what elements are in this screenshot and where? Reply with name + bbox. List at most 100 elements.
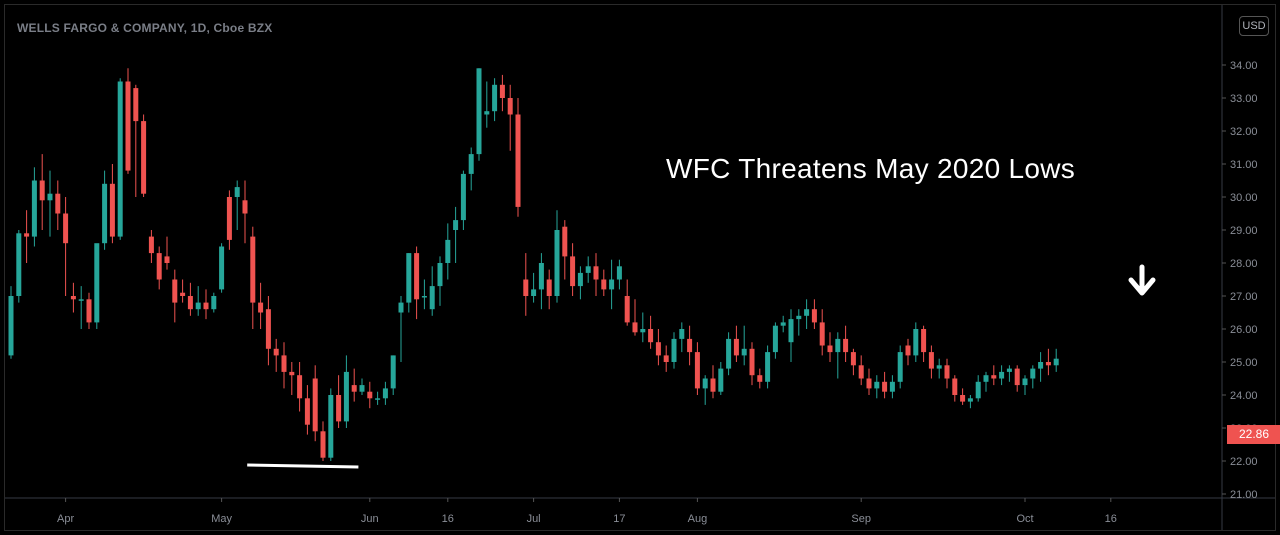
candle-body [765,352,771,382]
candle-body [414,253,420,300]
candle-body [476,68,482,155]
candle-body [538,263,544,290]
candle-body [94,243,100,323]
candle-body [655,342,661,356]
y-tick-label: 24.00 [1230,390,1258,402]
candle-body [983,375,989,382]
candle-body [492,84,498,112]
candle-body [195,302,201,310]
candle-body [375,398,381,400]
candle-body [1045,362,1051,366]
candle-body [889,381,895,392]
y-tick-label: 21.00 [1230,489,1258,501]
down-arrow-head [1128,277,1156,296]
headline-annotation: WFC Threatens May 2020 Lows [666,153,1076,184]
candle-body [546,279,552,296]
candle-body [258,302,264,313]
candle-body [804,309,810,316]
candle-body [125,81,131,171]
candle-body [710,378,716,392]
candle-body [796,315,802,320]
candle-body [936,365,942,369]
y-tick-label: 29.00 [1230,225,1258,237]
candle-body [148,236,154,254]
candle-body [133,88,139,122]
candle-body [999,371,1005,379]
candle-body [843,338,849,353]
candle-body [63,213,69,244]
candle-body [297,375,303,399]
candle-body [819,322,825,346]
candle-body [16,233,22,296]
candle-body [577,272,583,287]
candle-body [336,395,342,422]
candle-body [273,348,279,356]
candle-body [663,355,669,362]
candle-body [570,256,576,287]
y-tick-label: 34.00 [1230,60,1258,72]
candle-body [601,279,607,290]
candle-body [398,302,404,313]
candle-body [585,266,591,273]
candle-body [156,253,162,280]
candlestick-chart[interactable]: 21.0022.0023.0024.0025.0026.0027.0028.00… [5,5,1275,530]
candle-body [772,325,778,353]
candle-body [694,352,700,389]
y-tick-label: 33.00 [1230,93,1258,105]
candle-body [468,154,474,174]
candle-body [827,345,833,353]
candle-body [733,338,739,356]
last-price-label: 22.86 [1227,425,1280,444]
candle-body [390,355,396,389]
candle-body [679,329,685,339]
y-tick-label: 32.00 [1230,126,1258,138]
candle-body [897,352,903,382]
currency-badge[interactable]: USD [1239,16,1269,36]
candle-body [453,220,459,230]
candle-body [1006,368,1012,372]
candle-body [991,375,997,379]
y-tick-label: 22.00 [1230,456,1258,468]
candle-body [499,84,505,98]
candle-body [913,329,919,356]
candle-body [928,352,934,369]
candle-body [515,114,521,207]
candle-body [562,226,568,257]
candle-body [406,253,412,303]
y-tick-label: 28.00 [1230,258,1258,270]
candle-body [78,299,84,301]
candle-body [234,187,240,197]
x-tick-label: Oct [1016,513,1033,525]
candle-body [70,296,76,300]
candle-body [921,329,927,353]
candle-body [741,348,747,356]
candle-body [211,296,217,310]
x-tick-label: 17 [613,513,625,525]
candle-body [164,256,170,263]
candle-body [687,338,693,353]
candle-body [24,233,30,237]
candle-body [203,302,209,310]
y-tick-label: 31.00 [1230,159,1258,171]
candle-body [757,375,763,382]
candle-body [219,246,225,290]
candle-body [952,378,958,395]
candle-body [429,286,435,310]
candle-body [850,352,856,366]
candle-body [226,197,232,240]
symbol-title: WELLS FARGO & COMPANY, 1D, Cboe BZX [17,21,273,35]
candle-body [671,338,677,362]
candle-body [289,371,295,376]
candle-body [780,322,786,326]
candle-body [242,200,248,214]
candle-body [39,180,45,201]
candle-body [351,385,357,392]
chart-frame: 21.0022.0023.0024.0025.0026.0027.0028.00… [4,4,1280,531]
candle-body [554,230,560,296]
y-tick-label: 27.00 [1230,291,1258,303]
candle-body [109,183,115,237]
candle-body [102,183,108,244]
y-tick-label: 26.00 [1230,324,1258,336]
candle-body [523,279,529,296]
candle-body [8,296,14,356]
